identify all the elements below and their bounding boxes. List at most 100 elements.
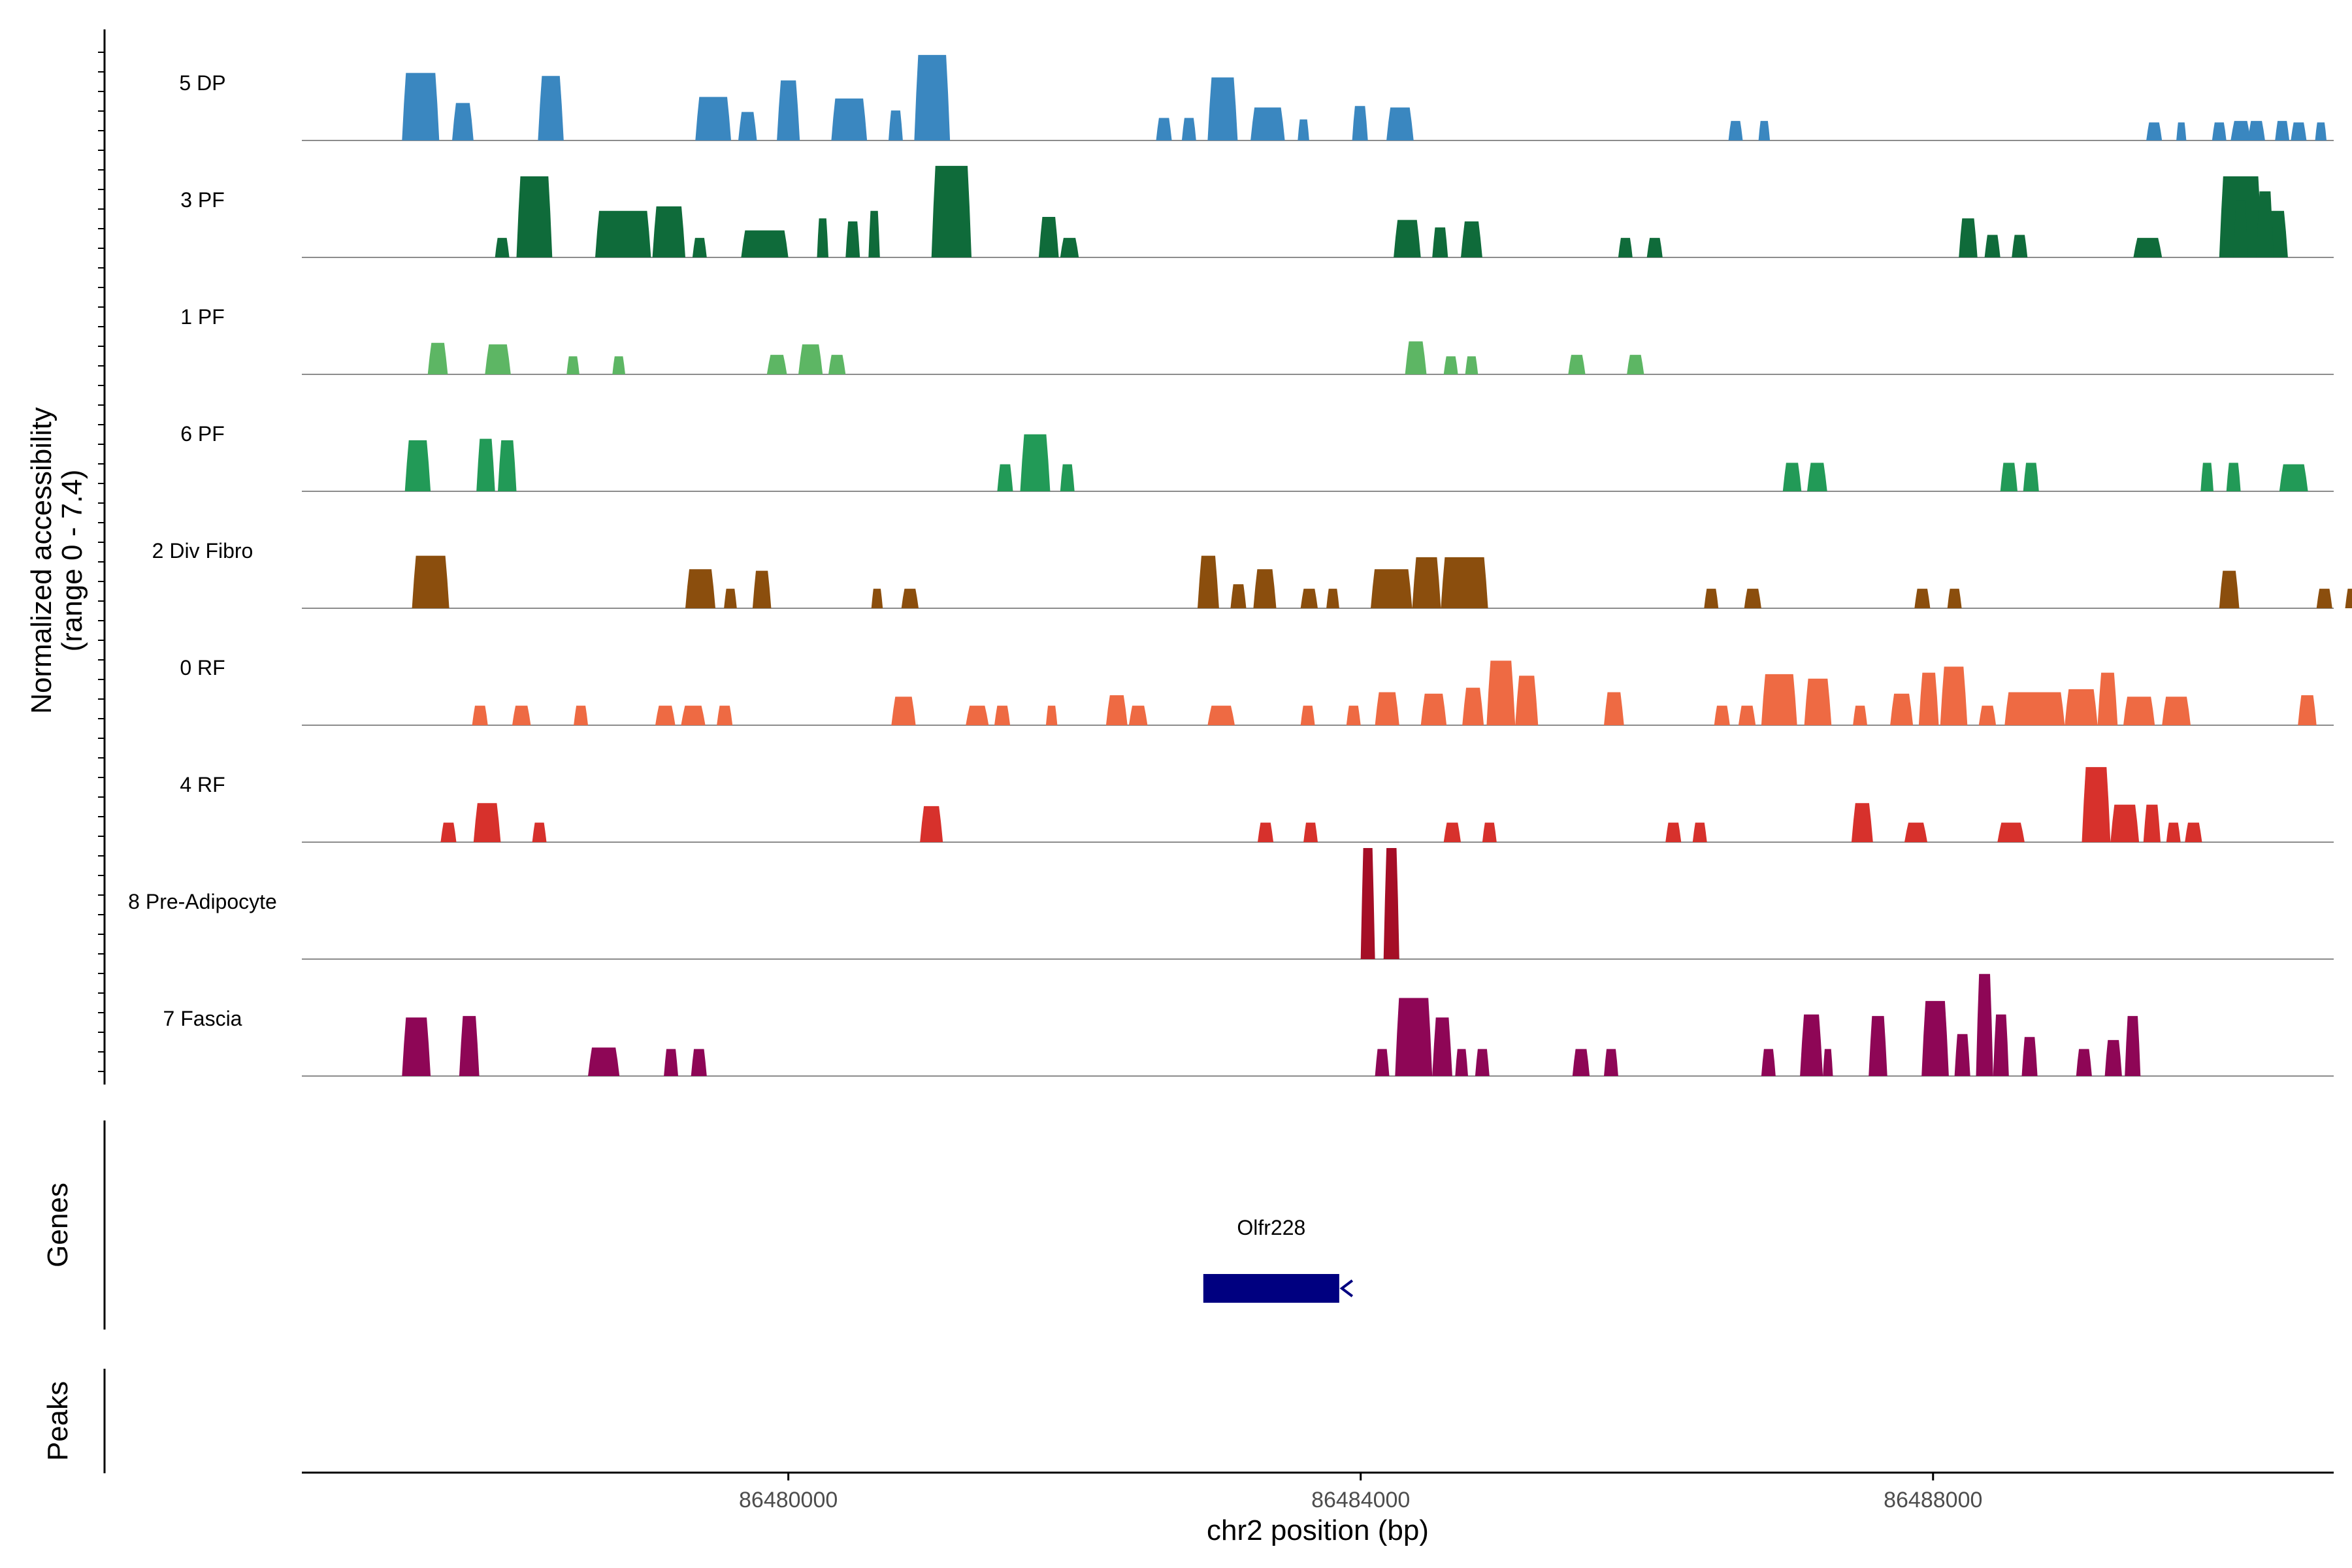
track-8-pre-adipocyte: 8 Pre-Adipocyte (128, 848, 2334, 960)
coverage-peak (685, 569, 715, 608)
coverage-peak (1045, 706, 1058, 725)
coverage-peak (2076, 1049, 2092, 1076)
coverage-peak (1383, 848, 1399, 959)
coverage-peak (1181, 118, 1196, 140)
coverage-peak (1572, 1049, 1590, 1076)
coverage-peak (2143, 804, 2161, 842)
coverage-peak (412, 555, 449, 608)
coverage-peak (2082, 767, 2111, 842)
track-label: 3 PF (180, 188, 225, 212)
coverage-peak (472, 706, 488, 725)
coverage-peak (1258, 823, 1274, 842)
coverage-peak (2104, 1039, 2122, 1076)
track-label: 2 Div Fibro (152, 539, 253, 563)
coverage-peak (1346, 706, 1361, 725)
track-label: 8 Pre-Adipocyte (128, 890, 277, 913)
coverage-peak (532, 823, 547, 842)
coverage-peak (1904, 823, 1927, 842)
coverage-peak (1462, 687, 1484, 725)
coverage-peak (2316, 589, 2332, 608)
x-axis-tick-label: 86484000 (1311, 1488, 1410, 1512)
coverage-peak (1207, 77, 1238, 140)
track-2-div-fibro: 2 Div Fibro (152, 539, 2352, 609)
coverage-peak (777, 80, 800, 140)
coverage-peak (1394, 220, 1421, 257)
coverage-peak (1823, 1049, 1833, 1076)
coverage-peak (681, 706, 706, 725)
coverage-peak (1954, 1034, 1970, 1076)
track-label: 5 DP (179, 71, 225, 95)
track-5-dp: 5 DP (179, 55, 2334, 141)
coverage-peak (692, 238, 707, 257)
coverage-peak (427, 342, 448, 374)
coverage-peak (2212, 122, 2227, 140)
coverage-peak (452, 103, 474, 140)
coverage-peak (1303, 823, 1318, 842)
coverage-peak (2097, 672, 2118, 725)
coverage-peak (1665, 823, 1682, 842)
coverage-peak (724, 589, 737, 608)
coverage-peak (2345, 589, 2352, 608)
coverage-peak (1253, 569, 1277, 608)
coverage-peak (652, 206, 685, 257)
coverage-peak (1375, 1049, 1390, 1076)
track-label: 6 PF (180, 422, 225, 446)
coverage-peak (2247, 121, 2265, 140)
coverage-peak (1761, 674, 1797, 725)
coverage-peak (920, 806, 943, 842)
coverage-peak (485, 344, 511, 374)
coverage-peak (1604, 1049, 1618, 1076)
coverage-peak (2125, 1016, 2141, 1076)
coverage-peak (2023, 463, 2039, 491)
coverage-peak (1851, 803, 1873, 842)
coverage-peak (1869, 1016, 1887, 1076)
coverage-peak (1976, 973, 1993, 1076)
coverage-peak (1060, 238, 1079, 257)
coverage-peak (1326, 589, 1339, 608)
coverage-peak (2230, 121, 2251, 140)
track-3-pf: 3 PF (180, 165, 2334, 258)
coverage-peak (1432, 227, 1448, 257)
coverage-peak (1405, 341, 1427, 374)
track-6-pf: 6 PF (180, 422, 2334, 492)
coverage-peak (1890, 693, 1914, 725)
coverage-peak (1704, 589, 1719, 608)
coverage-peak (1250, 107, 1285, 140)
coverage-peak (1993, 1014, 2009, 1076)
coverage-peak (1940, 666, 1968, 725)
gene-strand-arrow (1339, 1279, 1354, 1298)
coverage-peak (1441, 557, 1488, 608)
y-axis-label-line2: (range 0 - 7.4) (56, 470, 88, 652)
coverage-peak (2275, 121, 2290, 140)
coverage-peak (498, 440, 517, 491)
genes-panel-label: Genes (42, 1183, 74, 1267)
coverage-peak (1947, 589, 1962, 608)
coverage-peak (1230, 584, 1247, 608)
coverage-peak (1568, 355, 1586, 374)
coverage-peak (1386, 107, 1414, 140)
coverage-peak (664, 1049, 678, 1076)
coverage-peak (1020, 434, 1051, 491)
track-1-pf: 1 PF (180, 305, 2334, 375)
coverage-peak (845, 221, 860, 257)
coverage-peak (891, 696, 916, 725)
coverage-peak (2146, 122, 2163, 140)
coverage-peak (741, 230, 789, 257)
coverage-peak (1627, 355, 1644, 374)
coverage-peak (901, 589, 919, 608)
coverage-tracks: 5 DP 3 PF 1 PF 6 PF 2 Div Fibro 0 RF 4 RF 8 Pre… (128, 55, 2352, 1077)
coverage-peak (1198, 555, 1219, 608)
coverage-peak (2279, 464, 2308, 491)
coverage-peak (1486, 661, 1516, 725)
coverage-peak (1804, 678, 1832, 725)
coverage-peak (1156, 118, 1172, 140)
coverage-peak (871, 589, 883, 608)
coverage-peak (1371, 569, 1413, 608)
coverage-peak (1807, 463, 1827, 491)
coverage-peak (402, 1017, 431, 1076)
coverage-peak (2200, 463, 2213, 491)
coverage-peak (1300, 589, 1318, 608)
coverage-peak (1395, 998, 1433, 1076)
coverage-peak (1984, 235, 2001, 257)
coverage-peak (1298, 119, 1309, 140)
